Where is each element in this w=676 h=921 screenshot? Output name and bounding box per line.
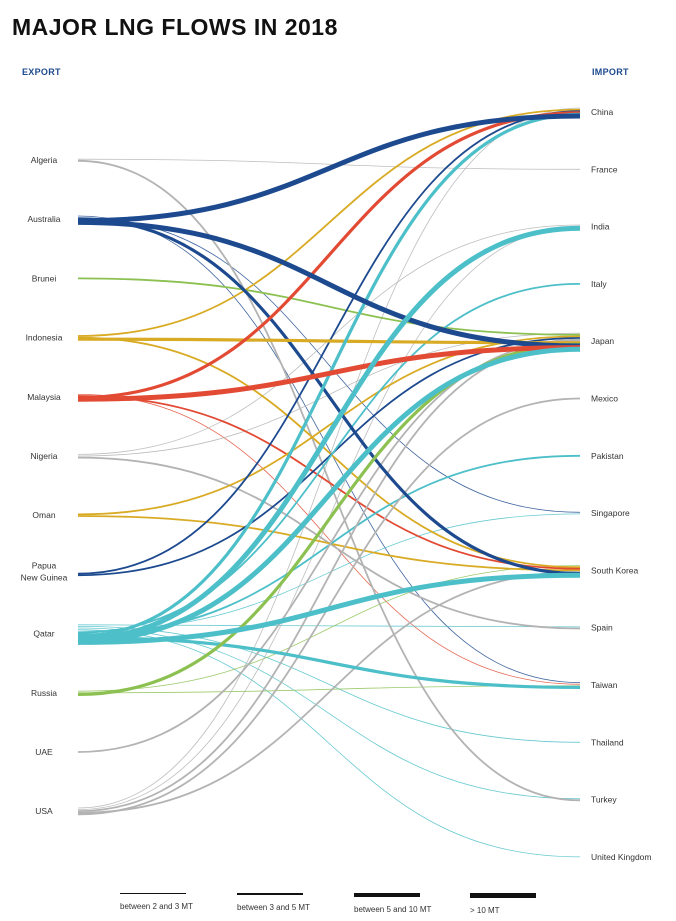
importer-label-india: India (591, 222, 610, 232)
flow-qatar-to-south-korea (77, 572, 581, 645)
legend-swatch (120, 893, 186, 894)
legend-label: between 2 and 3 MT (120, 902, 193, 911)
importer-label-thailand: Thailand (591, 737, 624, 747)
legend-label: between 3 and 5 MT (237, 903, 310, 912)
importer-label-taiwan: Taiwan (591, 680, 618, 690)
flow-qatar-to-italy (77, 283, 581, 634)
flow-usa-to-south-korea (77, 571, 581, 814)
flow-oman-to-japan (77, 335, 581, 516)
legend-item-2-3: between 2 and 3 MT (120, 893, 230, 911)
exporter-label-nigeria: Nigeria (31, 451, 58, 461)
flow-qatar-to-singapore (77, 513, 581, 632)
exporter-labels-group: Algeria Australia Brunei Indonesia Malaysia N… (21, 155, 68, 816)
importer-label-italy: Italy (591, 279, 607, 289)
flow-australia-to-south-korea (77, 217, 581, 576)
flow-australia-to-taiwan (77, 215, 581, 683)
importer-label-south-korea: South Korea (591, 565, 639, 575)
flow-qatar-to-india (77, 225, 581, 642)
legend-item-5-10: between 5 and 10 MT (354, 893, 464, 914)
flow-oman-to-south-korea (77, 515, 581, 572)
exporter-label-uae: UAE (35, 747, 53, 757)
flow-malaysia-to-south-korea (77, 395, 581, 570)
legend-swatch (237, 893, 303, 895)
exporter-label-brunei: Brunei (32, 273, 57, 283)
legend-label: > 10 MT (470, 906, 500, 915)
flow-qatar-to-taiwan (77, 636, 581, 689)
flow-australia-to-china (77, 113, 581, 224)
flow-qatar-to-japan (77, 346, 581, 644)
importer-label-japan: Japan (591, 336, 614, 346)
import-header: IMPORT (592, 67, 629, 77)
flow-qatar-to-turkey (77, 627, 581, 800)
legend-item-3-5: between 3 and 5 MT (237, 893, 347, 912)
importer-label-united-kingdom: United Kingdom (591, 852, 651, 862)
legend-item-gt-10: > 10 MT (470, 893, 580, 915)
flow-brunei-to-japan (77, 277, 581, 336)
importer-label-france: France (591, 164, 618, 174)
importer-label-mexico: Mexico (591, 394, 618, 404)
exporter-label-papua-new-guinea: Papua New Guinea (21, 560, 68, 582)
flow-russia-to-south-korea (77, 565, 581, 692)
importer-label-turkey: Turkey (591, 795, 617, 805)
exporter-label-australia: Australia (27, 214, 60, 224)
importer-labels-group: China France India Italy Japan Mexico Pakistan… (591, 107, 651, 862)
flow-lines-group (77, 107, 581, 858)
flow-malaysia-to-japan (77, 345, 581, 402)
flow-malaysia-to-taiwan (77, 394, 581, 685)
legend-label: between 5 and 10 MT (354, 905, 432, 914)
flow-algeria-to-turkey (77, 159, 581, 802)
importer-label-spain: Spain (591, 623, 613, 633)
flow-malaysia-to-china (77, 111, 581, 400)
exporter-label-usa: USA (35, 806, 53, 816)
importer-label-pakistan: Pakistan (591, 451, 624, 461)
export-header: EXPORT (22, 67, 61, 77)
exporter-label-malaysia: Malaysia (27, 392, 61, 402)
importer-label-singapore: Singapore (591, 508, 630, 518)
legend-swatch (354, 893, 420, 897)
legend-swatch (470, 893, 536, 898)
flow-algeria-to-france (77, 158, 581, 170)
flow-indonesia-to-china (77, 108, 581, 337)
chart-title: MAJOR LNG FLOWS IN 2018 (12, 14, 338, 40)
exporter-label-algeria: Algeria (31, 155, 58, 165)
flow-australia-to-japan (77, 219, 581, 349)
exporter-label-indonesia: Indonesia (26, 333, 63, 343)
importer-label-china: China (591, 107, 613, 117)
flow-qatar-to-united-kingdom (77, 629, 581, 858)
exporter-label-russia: Russia (31, 688, 57, 698)
exporter-label-qatar: Qatar (33, 629, 54, 639)
exporter-label-oman: Oman (32, 510, 55, 520)
flow-indonesia-to-japan (77, 337, 581, 345)
flow-qatar-to-thailand (77, 626, 581, 743)
flow-australia-to-singapore (77, 217, 581, 513)
